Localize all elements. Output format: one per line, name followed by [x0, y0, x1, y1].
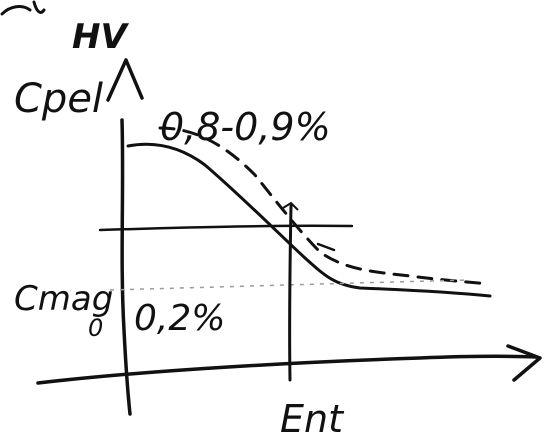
y-axis	[120, 118, 132, 416]
label-cmag: Cmag	[14, 279, 113, 319]
top-left-scribble	[0, 0, 46, 16]
label-lower-percentage: 0,2%	[134, 298, 225, 339]
label-dashed-percentage: 0,8-0,9%	[160, 105, 331, 149]
x-axis-arrowhead	[506, 344, 542, 382]
vertical-marker-tick	[282, 201, 299, 211]
horizontal-reference-line	[98, 224, 354, 232]
label-top-hv: HV	[72, 17, 129, 57]
x-axis	[36, 354, 538, 385]
solid-curve	[126, 142, 492, 298]
faint-lower-reference-line	[109, 279, 471, 291]
vertical-marker-line	[288, 204, 293, 382]
label-cpel: Cpel	[14, 76, 103, 122]
y-axis-arrowhead	[106, 58, 144, 102]
small-pointer-arrow	[316, 242, 336, 252]
label-cmag-subscript: 0	[88, 314, 103, 342]
dashed-curve	[158, 126, 490, 286]
label-ent-marker: Ent	[280, 397, 345, 441]
